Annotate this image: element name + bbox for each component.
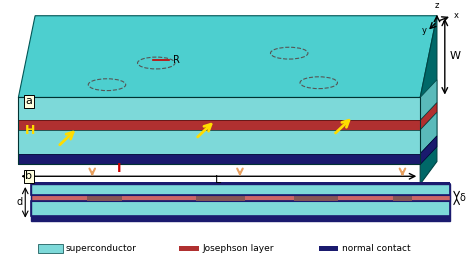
Bar [31,216,450,221]
Bar [392,195,412,201]
Polygon shape [18,120,420,130]
Text: Josephson layer: Josephson layer [202,244,274,253]
Text: R: R [173,55,180,65]
Polygon shape [18,97,420,120]
Text: b: b [25,171,32,181]
Text: H: H [25,124,36,137]
Bar [87,195,122,201]
Bar [38,244,63,253]
Text: a: a [25,96,32,106]
Text: superconductor: superconductor [65,244,137,253]
Bar [31,195,450,201]
Text: y: y [422,26,427,35]
Polygon shape [420,136,437,164]
Bar [122,195,196,201]
Bar [196,195,245,201]
Bar [179,246,199,251]
Bar [31,182,450,184]
Text: z: z [435,1,439,10]
Text: d: d [16,197,22,207]
Bar [31,195,87,201]
Text: normal contact: normal contact [342,244,411,253]
Text: W: W [450,51,461,61]
Text: I: I [117,162,121,175]
Bar [412,195,450,201]
Bar [319,246,338,251]
Polygon shape [420,112,437,154]
Bar [245,195,294,201]
Bar [294,195,338,201]
Bar [338,195,392,201]
Polygon shape [18,130,420,154]
Text: x: x [454,11,459,20]
Text: L: L [215,175,221,185]
Bar [31,201,450,216]
Polygon shape [18,16,437,97]
Bar [31,184,450,221]
Polygon shape [420,16,437,184]
Polygon shape [420,102,437,130]
Polygon shape [420,80,437,120]
Text: δ: δ [460,193,465,203]
Bar [31,184,450,195]
Polygon shape [18,154,420,164]
